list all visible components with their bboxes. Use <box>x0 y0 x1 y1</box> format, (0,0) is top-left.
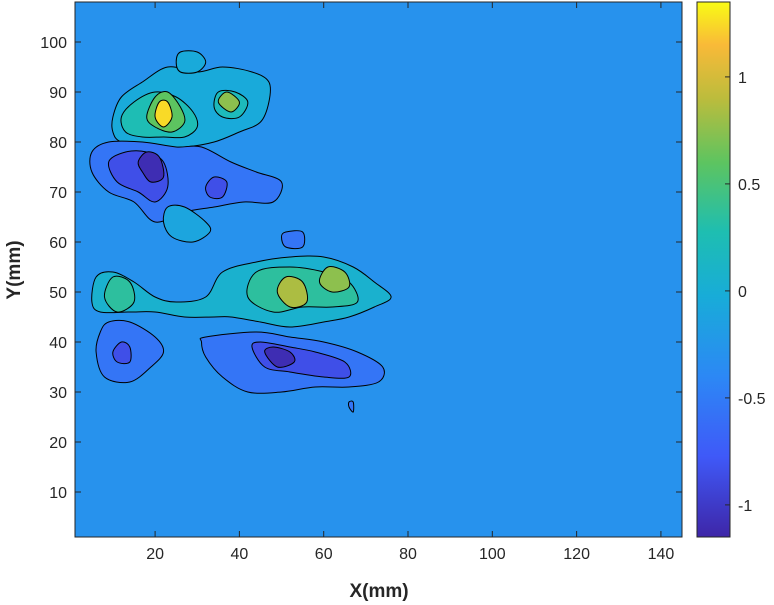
colorbar-tick-label: -0.5 <box>738 391 766 408</box>
y-axis: 10 20 30 40 50 60 70 80 90 100 <box>40 35 682 502</box>
contour-upper-small-blob <box>175 50 207 74</box>
contour-upper-negative-side <box>205 176 228 200</box>
x-axis-label: X(mm) <box>349 581 408 602</box>
contour-lower-right-yellow <box>318 266 351 293</box>
plot-frame <box>74 1 683 538</box>
y-tick-label: 70 <box>49 185 67 202</box>
y-tick-label: 50 <box>49 285 67 302</box>
x-tick-label: 40 <box>230 546 248 563</box>
contour-mid-teal-blob <box>162 204 212 243</box>
colorbar-gradient <box>696 1 731 538</box>
colorbar-tick-label: -1 <box>738 498 752 515</box>
contour-upper-right-peak <box>217 91 240 113</box>
colorbar-ticks: -1 -0.5 0 0.5 1 <box>725 70 766 515</box>
contour-upper-positive-peak <box>154 99 173 128</box>
x-axis: 20 40 60 80 100 120 140 <box>146 2 674 563</box>
x-tick-label: 80 <box>399 546 417 563</box>
contour-regions <box>89 50 392 413</box>
colorbar-tick-label: 0.5 <box>738 177 760 194</box>
x-tick-label: 60 <box>315 546 333 563</box>
x-tick-label: 120 <box>563 546 590 563</box>
colorbar-tick-label: 0 <box>738 284 747 301</box>
y-tick-label: 40 <box>49 335 67 352</box>
contour-upper-negative-core <box>137 151 165 183</box>
contour-lower-left-negative-inner <box>112 341 132 365</box>
y-axis-label: Y(mm) <box>4 240 25 299</box>
y-tick-label: 10 <box>49 485 67 502</box>
y-tick-label: 20 <box>49 435 67 452</box>
y-tick-label: 90 <box>49 85 67 102</box>
y-tick-label: 80 <box>49 135 67 152</box>
contour-lower-small-tail <box>347 400 355 413</box>
y-tick-label: 60 <box>49 235 67 252</box>
contour-mid-small-neg-blob <box>280 230 306 250</box>
contour-lower-negative-core <box>264 346 296 368</box>
colorbar: -1 -0.5 0 0.5 1 <box>696 1 766 538</box>
colorbar-tick-label: 1 <box>738 70 747 87</box>
contour-lower-center-yellow <box>276 275 309 309</box>
x-tick-label: 140 <box>648 546 675 563</box>
contour-lower-left-green <box>103 275 136 313</box>
x-tick-label: 20 <box>146 546 164 563</box>
y-tick-label: 100 <box>40 35 67 52</box>
x-tick-label: 100 <box>479 546 506 563</box>
y-tick-label: 30 <box>49 385 67 402</box>
